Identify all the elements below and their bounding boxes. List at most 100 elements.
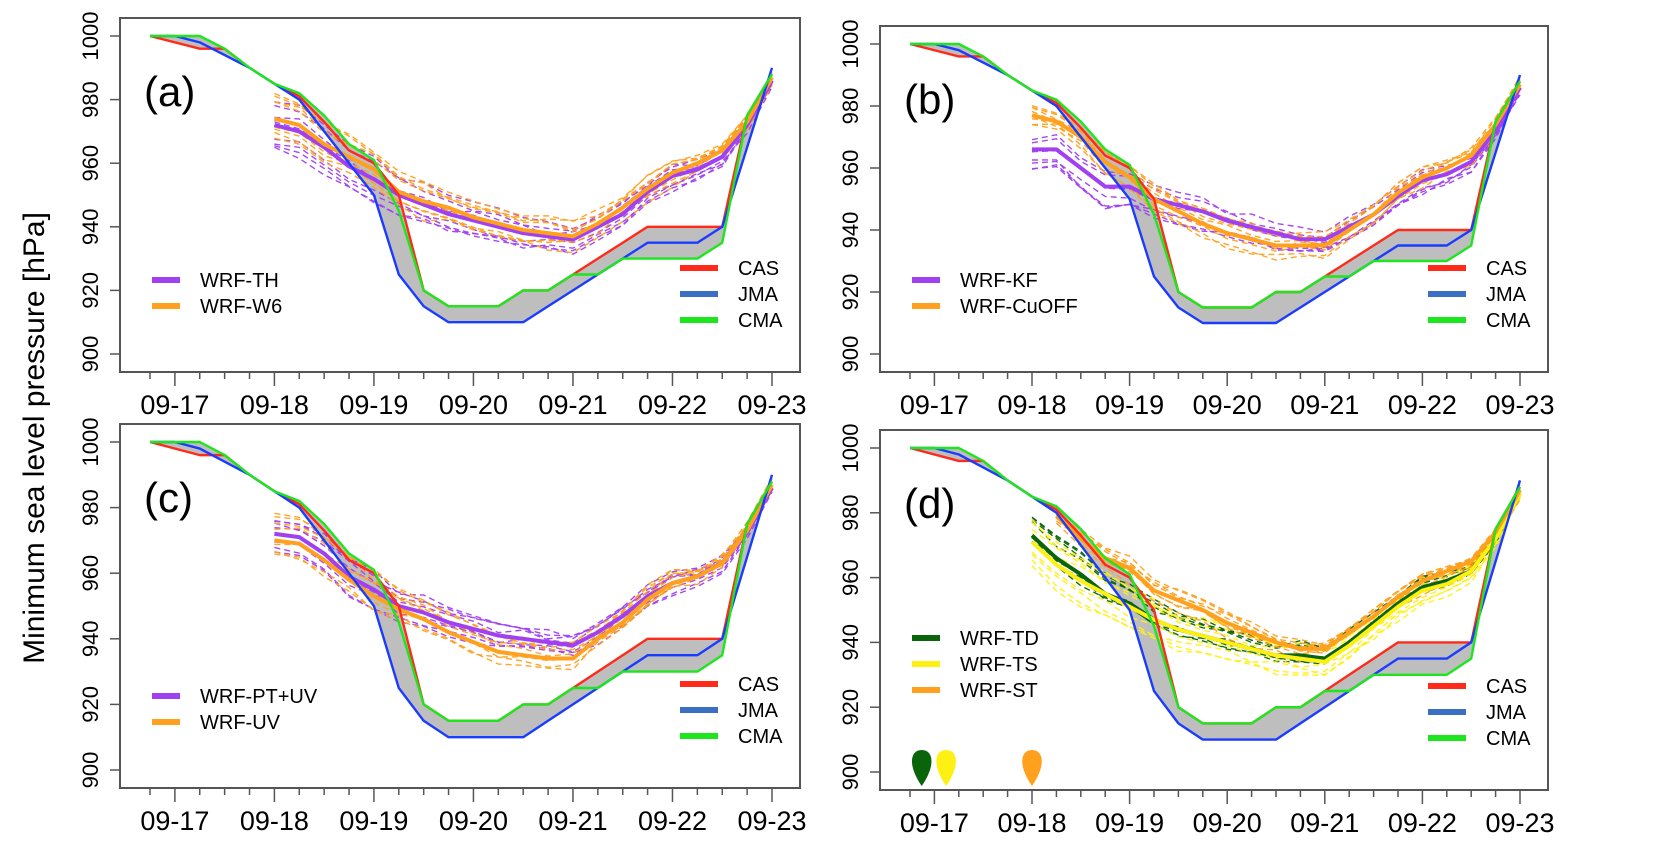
observation-spread — [910, 44, 1520, 323]
x-tick-label: 09-18 — [997, 808, 1066, 838]
obs-legend-label: CMA — [1486, 728, 1531, 750]
x-tick-label: 09-18 — [240, 390, 309, 420]
y-tick-label: 980 — [78, 489, 103, 526]
y-tick-label: 900 — [78, 752, 103, 789]
obs-line-cma — [910, 446, 1522, 725]
legend-label: WRF-KF — [960, 270, 1038, 292]
y-tick-label: 1000 — [78, 418, 103, 467]
x-tick-label: 09-23 — [1485, 808, 1554, 838]
x-tick-label: 09-22 — [1388, 808, 1457, 838]
panel-label: (a) — [144, 68, 195, 115]
y-tick-label: 940 — [838, 212, 863, 249]
y-tick-label: 960 — [838, 559, 863, 596]
x-tick-label: 09-22 — [638, 390, 707, 420]
obs-legend-label: CAS — [1486, 676, 1527, 698]
initial-time-marker-wrf-st — [1022, 750, 1042, 786]
y-tick-label: 980 — [838, 88, 863, 125]
panel-label: (b) — [904, 76, 955, 123]
ensemble-member-line — [274, 482, 773, 651]
ensemble-mean-line — [1031, 83, 1522, 248]
legend-label: WRF-ST — [960, 680, 1038, 702]
y-tick-label: 960 — [78, 145, 103, 182]
obs-legend-label: JMA — [738, 284, 779, 306]
legend-label: WRF-CuOFF — [960, 296, 1078, 318]
y-tick-label: 1000 — [78, 12, 103, 61]
y-tick-label: 960 — [78, 555, 103, 592]
x-tick-label: 09-19 — [1095, 390, 1164, 420]
ensemble-member-line — [1031, 498, 1521, 668]
x-tick-label: 09-20 — [1193, 808, 1262, 838]
y-tick-label: 920 — [838, 274, 863, 311]
x-tick-label: 09-17 — [900, 390, 969, 420]
obs-line-cma — [150, 34, 774, 308]
ensemble-mean-line — [1030, 492, 1522, 664]
ensemble-member-line — [1055, 489, 1521, 649]
ensemble-member-line — [1031, 484, 1521, 648]
ensemble-mean-line — [1055, 489, 1522, 651]
x-tick-label: 09-23 — [737, 806, 806, 836]
panel-b: 900 920 940 960 980 1000 09-17 09-18 09-19 09-20 0… — [838, 20, 1555, 420]
x-tick-label: 09-20 — [1193, 390, 1262, 420]
x-tick-label: 09-19 — [1095, 808, 1164, 838]
y-tick-label: 920 — [78, 272, 103, 309]
x-tick-label: 09-19 — [339, 390, 408, 420]
ensemble-member-line — [274, 484, 773, 640]
y-tick-label: 940 — [78, 208, 103, 245]
x-tick-label: 09-21 — [1290, 390, 1359, 420]
ensemble-member-line — [274, 86, 773, 249]
obs-legend-label: CMA — [738, 310, 783, 332]
ensemble-member-line — [274, 86, 773, 252]
obs-line-cma — [150, 440, 774, 722]
initial-time-marker-wrf-td — [911, 750, 932, 786]
x-tick-label: 09-18 — [997, 390, 1066, 420]
ensemble-member-line — [274, 489, 773, 654]
x-tick-label: 09-23 — [1485, 390, 1554, 420]
ensemble-member-line — [274, 483, 773, 657]
x-tick-label: 09-17 — [140, 390, 209, 420]
x-tick-label: 09-18 — [240, 806, 309, 836]
x-tick-label: 09-22 — [1388, 390, 1457, 420]
ensemble-mean-line — [273, 76, 774, 239]
x-tick-label: 09-19 — [339, 806, 408, 836]
y-tick-label: 920 — [838, 689, 863, 726]
panel-label: (d) — [904, 480, 955, 527]
y-tick-label: 980 — [838, 494, 863, 531]
legend-label: WRF-UV — [200, 712, 281, 734]
ensemble-member-line — [1056, 488, 1521, 646]
panel-d: 900 920 940 960 980 1000 09-17 09-18 09-19 09-20 0… — [838, 424, 1555, 838]
ensemble-member-line — [274, 73, 773, 230]
ensemble-member-line — [1031, 92, 1521, 250]
obs-legend-label: CMA — [738, 726, 783, 748]
obs-legend-label: JMA — [738, 700, 779, 722]
ensemble-member-line — [274, 484, 773, 637]
obs-legend-label: CMA — [1486, 310, 1531, 332]
y-tick-label: 1000 — [838, 424, 863, 473]
x-tick-label: 09-22 — [638, 806, 707, 836]
plot-frame — [879, 25, 1549, 373]
ensemble-member-line — [1055, 488, 1521, 655]
y-tick-label: 900 — [838, 754, 863, 791]
x-tick-label: 09-21 — [538, 390, 607, 420]
obs-legend-label: JMA — [1486, 702, 1527, 724]
ensemble-member-line — [1031, 496, 1521, 676]
legend-label: WRF-TH — [200, 270, 279, 292]
x-tick-label: 09-23 — [737, 390, 806, 420]
ensemble-mean-line — [1032, 86, 1522, 242]
ensemble-member-line — [1031, 488, 1521, 649]
obs-legend-label: CAS — [1486, 258, 1527, 280]
observation-spread — [150, 442, 772, 738]
obs-legend-label: CAS — [738, 258, 779, 280]
x-tick-label: 09-20 — [439, 806, 508, 836]
ensemble-member-line — [1031, 487, 1521, 650]
plot-frame — [119, 17, 801, 373]
ensemble-member-line — [274, 75, 773, 222]
plot-frame — [119, 423, 801, 789]
obs-legend-label: CAS — [738, 674, 779, 696]
panel-label: (c) — [144, 474, 193, 521]
x-tick-label: 09-17 — [900, 808, 969, 838]
ensemble-member-line — [274, 491, 773, 657]
legend-label: WRF-TD — [960, 628, 1039, 650]
y-tick-label: 920 — [78, 686, 103, 723]
observation-spread — [150, 36, 772, 323]
